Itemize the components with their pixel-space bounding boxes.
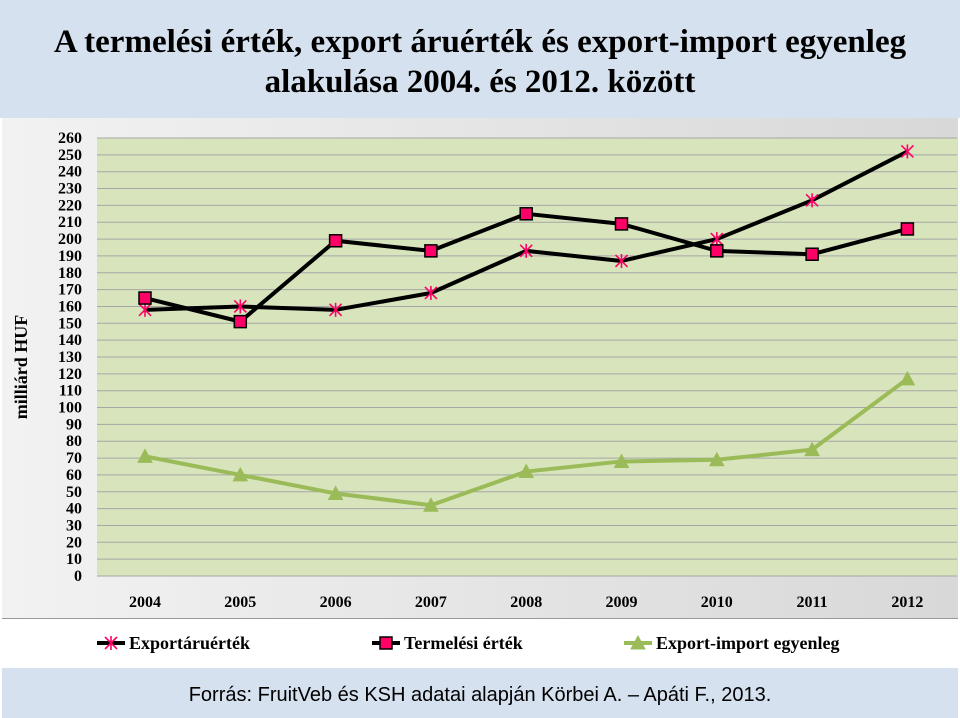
data-point-series-1 xyxy=(519,243,533,258)
y-tick-label: 100 xyxy=(58,400,82,417)
legend-label: Export-import egyenleg xyxy=(656,633,839,653)
data-point-series-2 xyxy=(519,207,533,221)
title-band: A termelési érték, export áruérték és ex… xyxy=(0,0,960,118)
data-point-series-1 xyxy=(233,299,247,314)
chart-title: A termelési érték, export áruérték és ex… xyxy=(53,24,907,100)
x-tick-label: 2010 xyxy=(701,594,733,611)
y-tick-label: 250 xyxy=(58,147,82,164)
data-point-series-1 xyxy=(710,232,724,247)
legend-marker-1 xyxy=(104,636,118,650)
data-point-series-1 xyxy=(329,302,343,317)
y-tick-label: 120 xyxy=(58,366,82,383)
data-point-series-3 xyxy=(518,463,535,479)
data-point-series-1 xyxy=(138,302,152,317)
y-tick-label: 40 xyxy=(66,501,82,518)
data-point-series-2 xyxy=(805,247,819,261)
line-chart: 0102030405060708090100110120130140150160… xyxy=(11,130,957,611)
data-point-series-1 xyxy=(900,144,914,159)
legend-marker-2 xyxy=(379,636,393,650)
y-tick-label: 60 xyxy=(66,467,82,484)
chart-legend: Exportáruérték Termelési érték Export-impo… xyxy=(97,633,839,653)
data-point-series-2 xyxy=(328,234,343,248)
x-tick-label: 2005 xyxy=(224,594,256,611)
y-tick-label: 180 xyxy=(58,265,82,282)
legend-label: Termelési érték xyxy=(404,633,523,653)
y-tick-label: 260 xyxy=(58,130,82,147)
y-tick-label: 110 xyxy=(59,383,82,400)
y-tick-label: 170 xyxy=(58,282,82,299)
data-point-series-2 xyxy=(614,217,629,231)
data-point-series-2 xyxy=(233,314,248,329)
legend-label: Exportáruérték xyxy=(129,633,250,653)
x-tick-label: 2006 xyxy=(320,594,352,611)
y-tick-label: 240 xyxy=(58,164,82,181)
y-tick-label: 230 xyxy=(58,181,82,198)
y-tick-label: 210 xyxy=(58,214,82,231)
y-tick-label: 80 xyxy=(66,433,82,450)
data-point-series-1 xyxy=(614,253,629,268)
y-tick-label: 50 xyxy=(66,484,82,501)
data-point-series-3 xyxy=(232,466,249,482)
data-point-series-3 xyxy=(804,441,820,457)
x-tick-label: 2007 xyxy=(415,594,447,611)
data-point-series-2 xyxy=(710,244,724,258)
source-caption: Forrás: FruitVeb és KSH adatai alapján K… xyxy=(188,684,772,706)
x-tick-label: 2004 xyxy=(129,594,161,611)
data-point-series-3 xyxy=(327,485,344,500)
y-tick-label: 220 xyxy=(58,197,82,214)
data-point-series-2 xyxy=(424,244,438,258)
legend-band: Exportáruérték Termelési érték Export-impo… xyxy=(2,619,958,667)
y-tick-label: 0 xyxy=(74,568,82,585)
data-point-series-3 xyxy=(613,453,630,468)
y-tick-label: 130 xyxy=(58,349,82,366)
data-point-series-3 xyxy=(423,497,439,512)
y-tick-label: 140 xyxy=(58,332,82,349)
y-tick-label: 190 xyxy=(58,248,82,265)
data-point-series-2 xyxy=(900,222,915,236)
data-point-series-3 xyxy=(708,451,725,467)
y-tick-label: 160 xyxy=(58,298,82,315)
data-point-series-3 xyxy=(137,448,153,463)
chart-area: 0 10 20 30 40 50 60 70 80 90 100 110 120 130 140 150 160… xyxy=(2,118,958,619)
y-tick-label: 150 xyxy=(58,315,82,332)
data-point-series-3 xyxy=(899,370,916,386)
y-tick-label: 30 xyxy=(66,517,82,534)
data-point-series-2 xyxy=(138,291,152,305)
legend-marker-3 xyxy=(630,634,646,650)
data-point-series-1 xyxy=(424,285,438,300)
x-tick-label: 2008 xyxy=(510,594,542,611)
y-tick-label: 10 xyxy=(66,551,82,568)
y-axis-title: milliárd HUF xyxy=(11,315,31,420)
data-point-series-1 xyxy=(805,193,819,208)
source-band: Forrás: FruitVeb és KSH adatai alapján K… xyxy=(2,668,958,718)
y-tick-label: 70 xyxy=(66,450,82,467)
x-tick-label: 2011 xyxy=(797,594,828,611)
y-tick-label: 90 xyxy=(66,416,82,433)
x-tick-label: 2012 xyxy=(891,594,923,611)
y-tick-label: 20 xyxy=(66,534,82,551)
x-tick-label: 2009 xyxy=(606,594,638,611)
y-tick-label: 200 xyxy=(58,231,82,248)
